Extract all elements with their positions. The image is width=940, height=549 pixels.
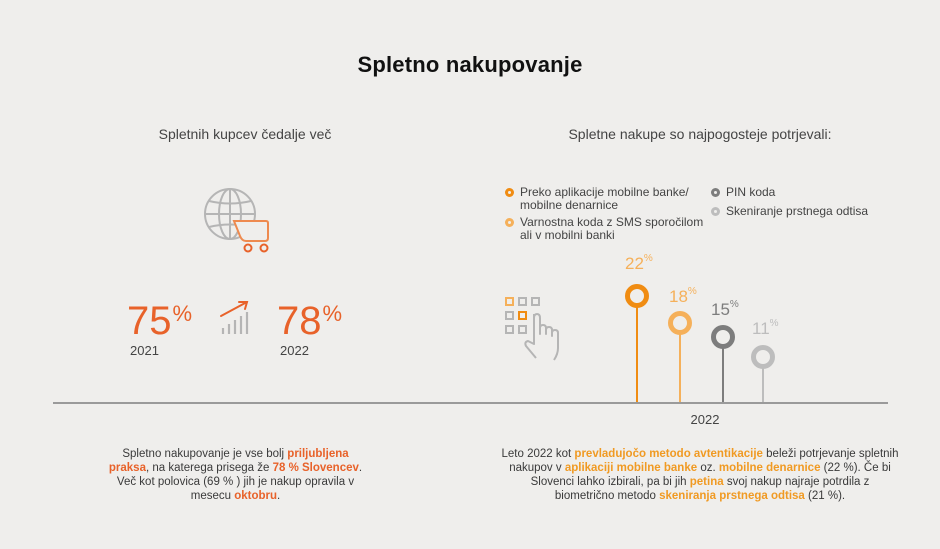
left-description: Spletno nakupovanje je vse bolj priljubl…	[108, 448, 363, 502]
value-label-mobile-bank: 22%	[625, 253, 653, 273]
globe-cart-icon	[204, 188, 269, 253]
pin-pin	[711, 325, 735, 349]
stem-sms-code	[679, 331, 681, 402]
trend-up-icon	[220, 301, 249, 334]
stat-2022-year: 2022	[280, 343, 309, 358]
x-axis-label: 2022	[690, 412, 720, 427]
stat-2021-value: 75%	[127, 299, 193, 343]
legend-item-mobile-bank: Preko aplikacije mobilne banke/ mobilne …	[505, 186, 705, 212]
legend-item-sms-code: Varnostna koda z SMS sporočilom ali v mo…	[505, 216, 705, 242]
stat-2021-year: 2021	[130, 343, 159, 358]
stem-mobile-bank	[636, 304, 638, 402]
legend-dot-icon	[505, 218, 514, 227]
stem-pin	[722, 345, 724, 402]
legend-item-pin: PIN koda	[711, 186, 891, 199]
legend-dot-icon	[711, 207, 720, 216]
value-label-sms-code: 18%	[669, 286, 697, 306]
keypad-hand-icon	[505, 297, 559, 361]
legend-dot-icon	[505, 188, 514, 197]
page-title: Spletno nakupovanje	[357, 52, 583, 77]
legend-item-fingerprint: Skeniranje prstnega odtisa	[711, 205, 891, 218]
left-subtitle: Spletnih kupcev čedalje več	[158, 126, 332, 142]
value-label-pin: 15%	[711, 299, 739, 319]
stem-fingerprint	[762, 365, 764, 402]
x-axis-line	[53, 402, 888, 404]
right-description: Leto 2022 kot prevladujočo metodo avtent…	[501, 448, 899, 502]
legend-dot-icon	[711, 188, 720, 197]
pin-mobile-bank	[625, 284, 649, 308]
pin-sms-code	[668, 311, 692, 335]
right-subtitle: Spletne nakupe so najpogosteje potrjeval…	[568, 126, 832, 142]
pin-fingerprint	[751, 345, 775, 369]
stat-2022-value: 78%	[277, 299, 343, 343]
value-label-fingerprint: 11%	[752, 318, 779, 338]
